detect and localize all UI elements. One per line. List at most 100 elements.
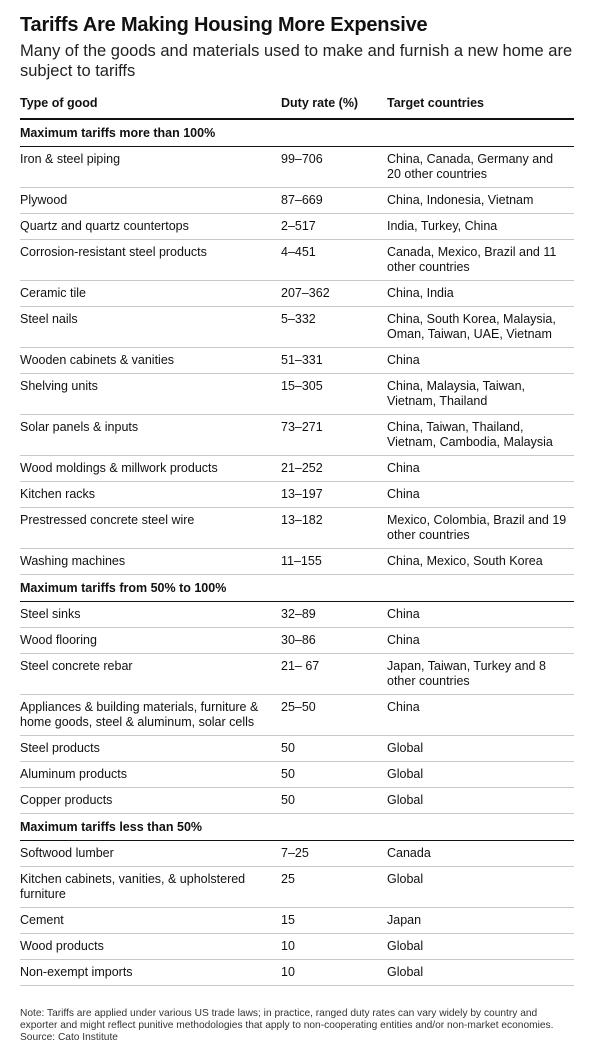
cell-duty-rate: 32–89	[281, 601, 387, 628]
table-row: Solar panels & inputs 73–271 China, Taiwan…	[20, 414, 574, 456]
table-body: Maximum tariffs more than 100% Iron & ste…	[20, 119, 574, 986]
cell-target-countries: China, Canada, Germany and 20 other coun…	[387, 146, 574, 188]
cell-duty-rate: 73–271	[281, 414, 387, 456]
cell-type-of-good: Shelving units	[20, 373, 281, 415]
table-row: Washing machines 11–155 China, Mexico, Sou…	[20, 548, 574, 575]
cell-duty-rate: 4–451	[281, 239, 387, 281]
tariff-table: Type of good Duty rate (%) Target countr…	[20, 91, 574, 986]
cell-target-countries: Global	[387, 787, 574, 814]
cell-duty-rate: 2–517	[281, 213, 387, 240]
cell-target-countries: Global	[387, 866, 574, 908]
cell-duty-rate: 207–362	[281, 280, 387, 307]
table-row: Kitchen racks 13–197 China	[20, 481, 574, 508]
table-row: Cement 15 Japan	[20, 907, 574, 934]
cell-type-of-good: Iron & steel piping	[20, 146, 281, 188]
cell-target-countries: China	[387, 601, 574, 628]
cell-duty-rate: 25	[281, 866, 387, 908]
cell-duty-rate: 25–50	[281, 694, 387, 736]
cell-duty-rate: 13–197	[281, 481, 387, 508]
cell-type-of-good: Steel products	[20, 735, 281, 762]
cell-duty-rate: 51–331	[281, 347, 387, 374]
cell-target-countries: Global	[387, 933, 574, 960]
source-line: Source: Cato Institute	[20, 1032, 118, 1043]
section-header-row: Maximum tariffs more than 100%	[20, 119, 574, 147]
cell-type-of-good: Non-exempt imports	[20, 959, 281, 986]
cell-target-countries: China, India	[387, 280, 574, 307]
cell-target-countries: China	[387, 694, 574, 736]
cell-duty-rate: 11–155	[281, 548, 387, 575]
cell-duty-rate: 99–706	[281, 146, 387, 188]
table-row: Steel sinks 32–89 China	[20, 601, 574, 628]
cell-duty-rate: 15	[281, 907, 387, 934]
cell-duty-rate: 50	[281, 735, 387, 762]
cell-type-of-good: Wood products	[20, 933, 281, 960]
section-header-row: Maximum tariffs from 50% to 100%	[20, 574, 574, 602]
cell-target-countries: China, South Korea, Malaysia, Oman, Taiw…	[387, 306, 574, 348]
cell-type-of-good: Steel nails	[20, 306, 281, 348]
cell-target-countries: China, Malaysia, Taiwan, Vietnam, Thaila…	[387, 373, 574, 415]
cell-type-of-good: Wood flooring	[20, 627, 281, 654]
cell-type-of-good: Aluminum products	[20, 761, 281, 788]
cell-type-of-good: Softwood lumber	[20, 840, 281, 867]
page-subtitle: Many of the goods and materials used to …	[20, 42, 573, 80]
table-row: Kitchen cabinets, vanities, & upholstere…	[20, 866, 574, 908]
cell-duty-rate: 5–332	[281, 306, 387, 348]
table-row: Wood flooring 30–86 China	[20, 627, 574, 654]
table-row: Steel nails 5–332 China, South Korea, Mala…	[20, 306, 574, 348]
cell-type-of-good: Ceramic tile	[20, 280, 281, 307]
page-title: Tariffs Are Making Housing More Expensiv…	[20, 14, 428, 36]
cell-duty-rate: 7–25	[281, 840, 387, 867]
table-row: Wood moldings & millwork products 21–252 C…	[20, 455, 574, 482]
cell-type-of-good: Copper products	[20, 787, 281, 814]
cell-duty-rate: 50	[281, 761, 387, 788]
table-row: Non-exempt imports 10 Global	[20, 959, 574, 986]
cell-type-of-good: Wooden cabinets & vanities	[20, 347, 281, 374]
cell-duty-rate: 30–86	[281, 627, 387, 654]
table-row: Copper products 50 Global	[20, 787, 574, 814]
cell-duty-rate: 21– 67	[281, 653, 387, 695]
cell-type-of-good: Quartz and quartz countertops	[20, 213, 281, 240]
cell-type-of-good: Kitchen racks	[20, 481, 281, 508]
cell-target-countries: China	[387, 481, 574, 508]
section-heading: Maximum tariffs from 50% to 100%	[20, 574, 574, 602]
cell-duty-rate: 10	[281, 959, 387, 986]
table-row: Wood products 10 Global	[20, 933, 574, 960]
cell-type-of-good: Appliances & building materials, furnitu…	[20, 694, 281, 736]
cell-target-countries: China, Taiwan, Thailand, Vietnam, Cambod…	[387, 414, 574, 456]
table-row: Quartz and quartz countertops 2–517 India,…	[20, 213, 574, 240]
cell-type-of-good: Steel sinks	[20, 601, 281, 628]
cell-type-of-good: Kitchen cabinets, vanities, & upholstere…	[20, 866, 281, 908]
table-row: Aluminum products 50 Global	[20, 761, 574, 788]
section-heading: Maximum tariffs less than 50%	[20, 813, 574, 841]
table-row: Prestressed concrete steel wire 13–182 Mex…	[20, 507, 574, 549]
cell-target-countries: China	[387, 455, 574, 482]
cell-duty-rate: 50	[281, 787, 387, 814]
cell-target-countries: Canada, Mexico, Brazil and 11 other coun…	[387, 239, 574, 281]
cell-duty-rate: 15–305	[281, 373, 387, 415]
cell-duty-rate: 21–252	[281, 455, 387, 482]
cell-target-countries: Global	[387, 735, 574, 762]
column-header-type-of-good: Type of good	[20, 91, 281, 120]
table-row: Softwood lumber 7–25 Canada	[20, 840, 574, 867]
cell-target-countries: China	[387, 627, 574, 654]
column-header-duty-rate: Duty rate (%)	[281, 91, 387, 120]
cell-target-countries: Global	[387, 959, 574, 986]
table-row: Steel concrete rebar 21– 67 Japan, Taiwan,…	[20, 653, 574, 695]
column-header-target-countries: Target countries	[387, 91, 574, 120]
cell-target-countries: India, Turkey, China	[387, 213, 574, 240]
cell-target-countries: China, Mexico, South Korea	[387, 548, 574, 575]
table-row: Ceramic tile 207–362 China, India	[20, 280, 574, 307]
table-row: Steel products 50 Global	[20, 735, 574, 762]
cell-type-of-good: Prestressed concrete steel wire	[20, 507, 281, 549]
cell-type-of-good: Wood moldings & millwork products	[20, 455, 281, 482]
cell-type-of-good: Washing machines	[20, 548, 281, 575]
cell-target-countries: Japan	[387, 907, 574, 934]
section-heading: Maximum tariffs more than 100%	[20, 119, 574, 147]
cell-type-of-good: Steel concrete rebar	[20, 653, 281, 695]
table-header-row: Type of good Duty rate (%) Target countr…	[20, 91, 574, 120]
footnote: Note: Tariffs are applied under various …	[20, 1008, 554, 1031]
table-row: Wooden cabinets & vanities 51–331 China	[20, 347, 574, 374]
cell-duty-rate: 10	[281, 933, 387, 960]
table-row: Shelving units 15–305 China, Malaysia, Tai…	[20, 373, 574, 415]
